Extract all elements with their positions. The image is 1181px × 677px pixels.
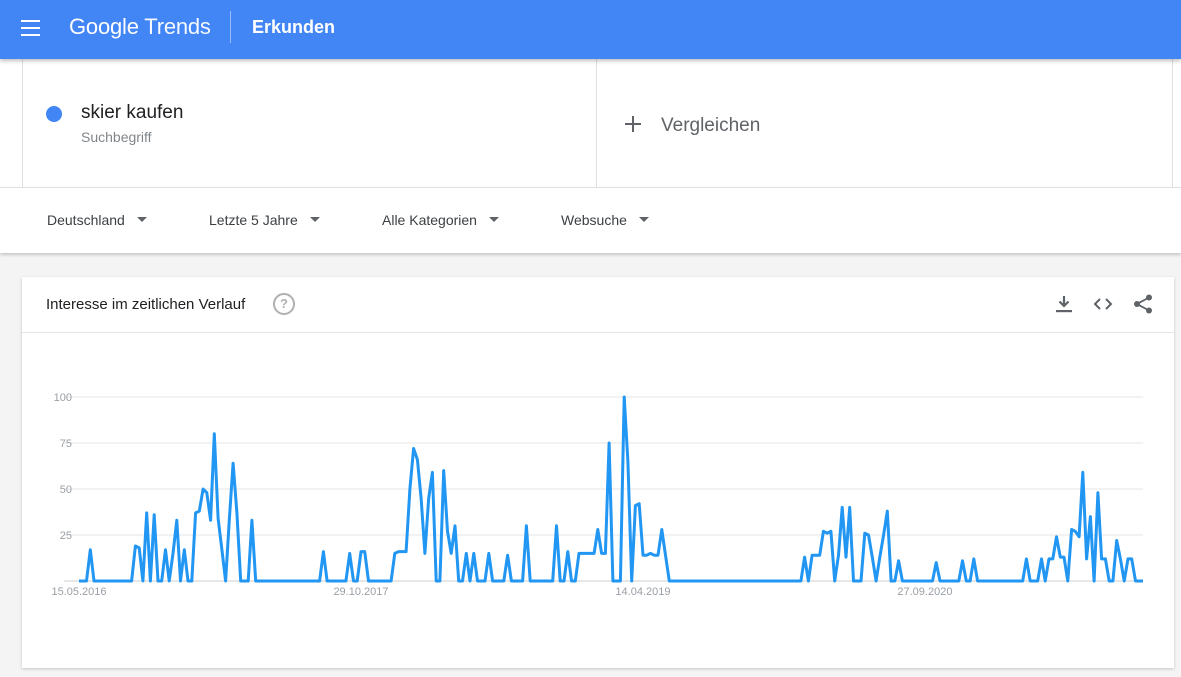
interest-line-chart: 100 75 50 25 15.05.2016 29.10.2017 14.04.2019 2… <box>51 392 1143 598</box>
term-color-dot <box>46 106 62 122</box>
y-tick-label: 50 <box>60 484 72 496</box>
logo-google-text: Google <box>69 14 139 39</box>
category-filter[interactable]: Alle Kategorien <box>382 212 499 228</box>
download-icon[interactable] <box>1053 293 1075 315</box>
search-type-filter[interactable]: Websuche <box>561 212 649 228</box>
y-tick-label: 25 <box>60 530 72 542</box>
x-tick-label: 29.10.2017 <box>333 586 388 598</box>
card-title: Interesse im zeitlichen Verlauf <box>46 296 246 313</box>
x-tick-label: 14.04.2019 <box>615 586 670 598</box>
search-terms-bar: skier kaufen Suchbegriff Vergleichen <box>0 59 1181 187</box>
google-trends-logo[interactable]: Google Trends <box>69 14 211 40</box>
x-tick-label: 15.05.2016 <box>51 586 106 598</box>
app-bar: Google Trends Erkunden <box>0 0 1181 59</box>
compare-button[interactable]: Vergleichen <box>597 59 1173 187</box>
embed-code-icon[interactable] <box>1092 293 1114 315</box>
help-circle-icon[interactable]: ? <box>273 293 295 315</box>
search-type-filter-label: Websuche <box>561 212 627 228</box>
filter-bar: Deutschland Letzte 5 Jahre Alle Kategori… <box>0 187 1181 253</box>
category-filter-label: Alle Kategorien <box>382 212 477 228</box>
search-term-name: skier kaufen <box>81 102 184 123</box>
y-tick-label: 75 <box>60 438 72 450</box>
interest-over-time-card: Interesse im zeitlichen Verlauf ? 100 75 5… <box>22 277 1174 668</box>
y-tick-label: 100 <box>54 392 72 404</box>
series-line-skier-kaufen[interactable] <box>79 395 1143 583</box>
plus-icon <box>625 116 641 132</box>
region-filter[interactable]: Deutschland <box>47 212 147 228</box>
logo-trends-text: Trends <box>144 14 211 39</box>
time-range-filter[interactable]: Letzte 5 Jahre <box>209 212 320 228</box>
app-bar-divider <box>230 11 231 43</box>
search-term-type: Suchbegriff <box>81 129 152 145</box>
page-title: Erkunden <box>252 17 336 37</box>
chevron-down-icon <box>488 216 499 222</box>
x-tick-label: 27.09.2020 <box>897 586 952 598</box>
region-filter-label: Deutschland <box>47 212 125 228</box>
chevron-down-icon <box>309 216 320 222</box>
share-icon[interactable] <box>1132 293 1154 315</box>
chevron-down-icon <box>638 216 649 222</box>
time-range-filter-label: Letzte 5 Jahre <box>209 212 298 228</box>
chevron-down-icon <box>136 216 147 222</box>
menu-icon[interactable] <box>21 20 40 36</box>
compare-label: Vergleichen <box>661 115 761 136</box>
card-header: Interesse im zeitlichen Verlauf ? <box>22 277 1174 333</box>
search-term-box[interactable]: skier kaufen Suchbegriff <box>22 59 597 187</box>
